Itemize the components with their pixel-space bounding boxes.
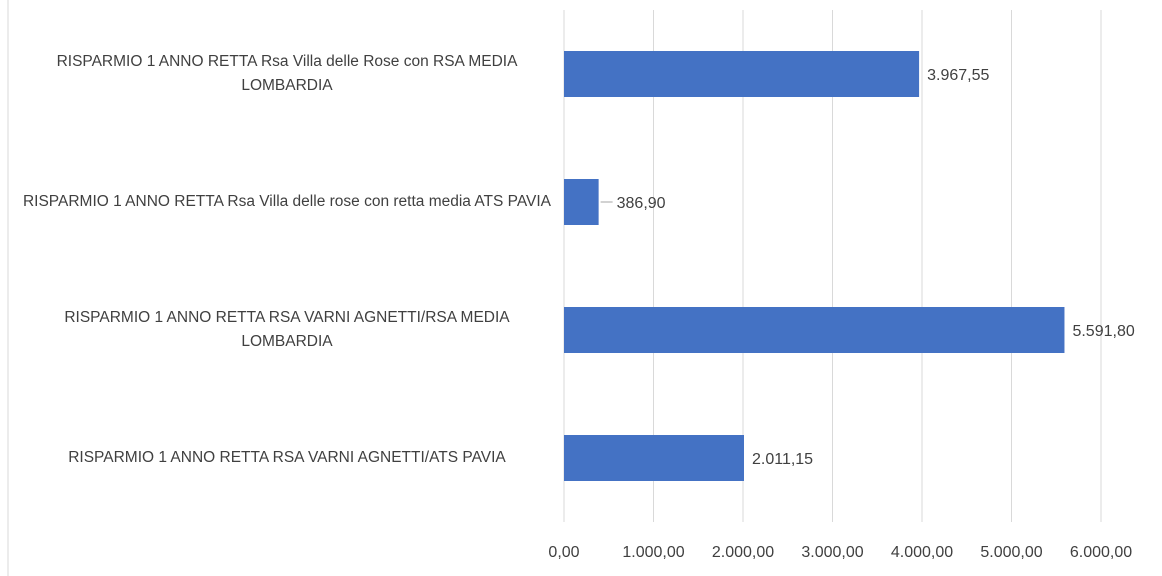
x-tick-label: 4.000,00 — [891, 544, 953, 561]
y-tick-label: RISPARMIO 1 ANNO RETTA Rsa Villa delle R… — [56, 53, 518, 94]
x-tick-label: 6.000,00 — [1070, 544, 1132, 561]
x-tick-label: 1.000,00 — [622, 544, 684, 561]
x-tick-label: 3.000,00 — [801, 544, 863, 561]
data-label: 5.591,80 — [1072, 323, 1134, 340]
bar — [564, 179, 599, 225]
x-tick-label: 2.000,00 — [712, 544, 774, 561]
x-tick-label: 0,00 — [548, 544, 579, 561]
bar — [564, 51, 920, 97]
data-label: 2.011,15 — [752, 451, 813, 468]
y-tick-label: RISPARMIO 1 ANNO RETTA Rsa Villa delle r… — [22, 193, 552, 210]
bar — [564, 307, 1065, 353]
data-label: 3.967,55 — [927, 67, 989, 84]
y-tick-label: RISPARMIO 1 ANNO RETTA RSA VARNI AGNETTI… — [68, 449, 506, 466]
bar — [564, 435, 744, 481]
x-tick-label: 5.000,00 — [980, 544, 1042, 561]
y-tick-label: RISPARMIO 1 ANNO RETTA RSA VARNI AGNETTI… — [64, 309, 510, 350]
data-label: 386,90 — [617, 195, 666, 212]
